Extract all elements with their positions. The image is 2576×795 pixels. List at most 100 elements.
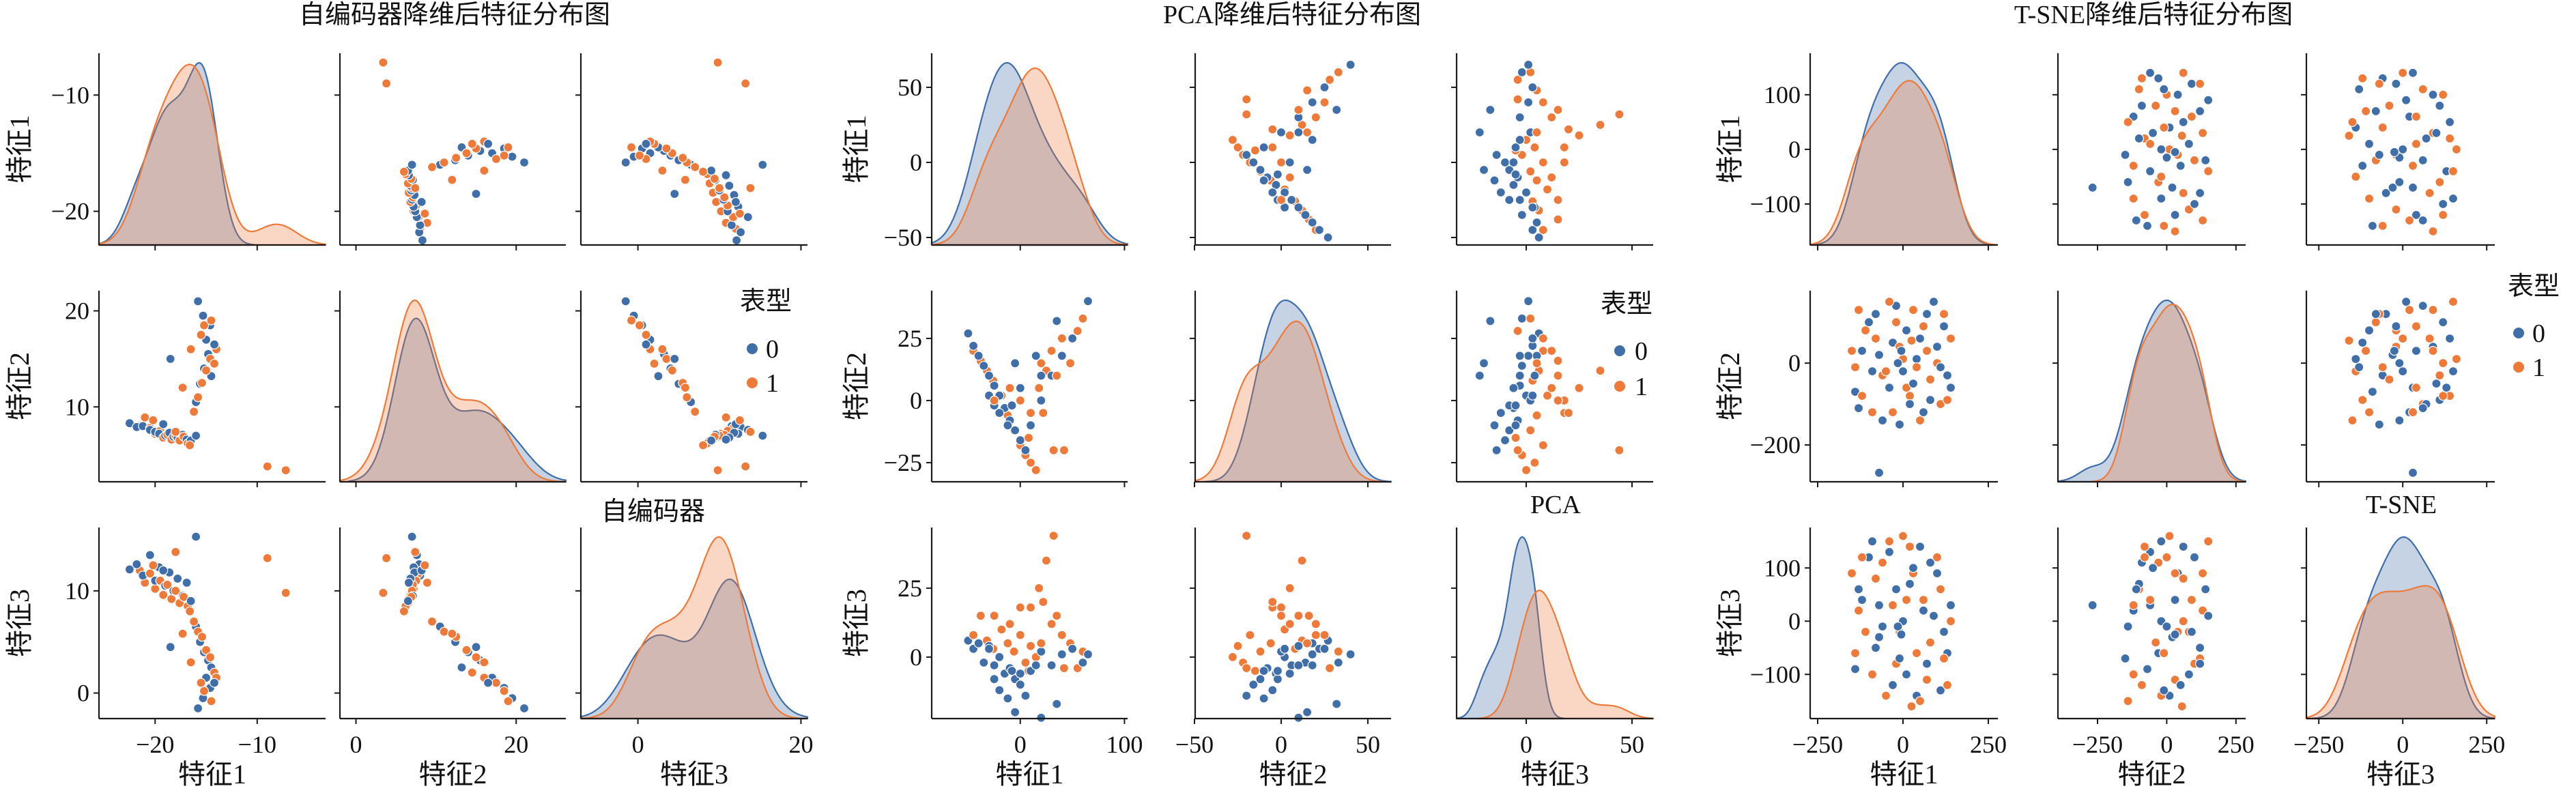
scatter-point-class-1	[2398, 334, 2408, 344]
scatter-point-class-0	[2142, 220, 2153, 231]
scatter-point-class-1	[2435, 370, 2445, 381]
scatter-point-class-1	[1227, 652, 1238, 663]
scatter-point-class-1	[2170, 106, 2180, 116]
kde-curve-class-1	[1194, 320, 1385, 483]
scatter-point-class-0	[2428, 89, 2438, 100]
scatter-point-class-0	[2184, 669, 2194, 680]
scatter-point-class-1	[177, 382, 188, 393]
scatter-point-class-1	[1268, 124, 1278, 134]
scatter-point-class-0	[2364, 139, 2375, 149]
scatter-point-class-1	[167, 594, 177, 604]
scatter-point-class-0	[2381, 188, 2391, 198]
legend-title: 表型	[2508, 272, 2560, 301]
scatter-point-class-1	[2364, 193, 2375, 204]
scatter-point-class-0	[2087, 182, 2098, 192]
scatter-point-class-0	[2203, 611, 2214, 621]
kde-curve-class-1	[1809, 80, 1997, 246]
scatter-point-class-0	[1319, 82, 1330, 93]
y-tick-label: 25	[898, 325, 922, 352]
y-tick-label: −20	[51, 198, 89, 225]
scatter-point-class-0	[758, 431, 768, 441]
scatter-point-class-0	[1523, 296, 1534, 306]
scatter-point-class-1	[1553, 194, 1563, 205]
y-tick-label: 100	[1764, 554, 1801, 581]
x-axis-label: 特征2	[2118, 759, 2186, 790]
kde-panel-2	[1190, 291, 1392, 487]
scatter-point-class-0	[2148, 563, 2158, 573]
x-axis-label: 特征1	[996, 759, 1064, 790]
scatter-point-class-0	[1928, 297, 1939, 307]
scatter-point-class-0	[1523, 351, 1534, 361]
scatter-point-class-1	[1285, 130, 1295, 141]
scatter-point-class-0	[2170, 209, 2180, 220]
chart-title: 自编码器降维后特征分布图	[299, 1, 610, 29]
scatter-point-class-0	[1300, 209, 1311, 220]
scatter-point-class-0	[1850, 664, 1861, 674]
scatter-point-class-0	[2401, 297, 2412, 307]
scatter-point-class-0	[2170, 147, 2180, 157]
scatter-point-class-0	[1893, 358, 1903, 368]
scatter-point-class-1	[678, 153, 688, 163]
scatter-point-class-0	[2201, 584, 2211, 594]
y-tick-label: −100	[1750, 661, 1801, 688]
kde-curve-class-0	[1455, 536, 1564, 720]
scatter-point-class-1	[1906, 701, 1917, 712]
scatter-point-class-0	[1500, 157, 1511, 168]
y-tick-label: 0	[910, 644, 922, 671]
scatter-point-class-0	[1491, 149, 1502, 160]
scatter-point-class-1	[2128, 193, 2138, 204]
x-tick-label: 50	[1620, 731, 1644, 758]
scatter-point-class-0	[1345, 59, 1356, 70]
scatter-point-class-1	[1530, 142, 1540, 153]
scatter-point-class-0	[984, 644, 994, 654]
y-tick-label: 0	[1788, 349, 1801, 377]
scatter-point-class-0	[2170, 629, 2180, 639]
scatter-point-class-0	[1528, 202, 1538, 213]
scatter-point-class-0	[2418, 155, 2428, 165]
x-axis-label: 特征3	[660, 759, 728, 790]
scatter-point-class-0	[1515, 112, 1525, 123]
scatter-point-class-0	[2374, 419, 2384, 430]
scatter-point-class-1	[193, 392, 203, 403]
scatter-point-class-0	[1332, 699, 1342, 709]
scatter-point-class-0	[2401, 95, 2412, 105]
scatter-point-class-0	[979, 360, 989, 371]
scatter-point-class-0	[721, 434, 731, 445]
y-tick-label: 100	[1764, 81, 1801, 109]
scatter-point-class-0	[209, 678, 220, 688]
scatter-point-class-1	[1324, 74, 1335, 85]
scatter-point-class-0	[191, 431, 201, 441]
scatter-panel-1-3	[2301, 53, 2495, 250]
scatter-point-class-1	[1048, 445, 1059, 455]
scatter-point-class-1	[427, 616, 438, 626]
scatter-point-class-1	[2177, 130, 2187, 141]
scatter-point-class-0	[2173, 89, 2183, 100]
kde-curve-class-1	[2305, 585, 2496, 720]
scatter-point-class-0	[1511, 401, 1521, 411]
kde-panel-1: −50 0 50	[884, 53, 1129, 251]
scatter-point-class-0	[1052, 699, 1062, 709]
scatter-point-class-1	[1867, 669, 1878, 680]
scatter-point-class-1	[185, 606, 195, 616]
scatter-point-class-0	[1067, 333, 1078, 343]
scatter-point-class-1	[2377, 220, 2388, 231]
scatter-point-class-0	[2131, 215, 2141, 226]
scatter-point-class-1	[2448, 166, 2459, 176]
scatter-point-class-1	[626, 315, 637, 326]
scatter-point-class-0	[1332, 104, 1342, 115]
scatter-point-class-1	[657, 165, 668, 176]
x-tick-label: 0	[1275, 731, 1287, 758]
kde-curve-class-1	[2091, 303, 2246, 483]
scatter-point-class-1	[1867, 407, 1878, 418]
scatter-point-class-1	[378, 588, 388, 598]
scatter-point-class-0	[1031, 351, 1041, 361]
scatter-panel-3-2: −50 0 50	[1175, 527, 1391, 758]
scatter-point-class-0	[2407, 467, 2418, 478]
x-axis-label: 特征3	[1521, 759, 1589, 790]
legend-label: 1	[2532, 353, 2545, 382]
scatter-point-class-1	[499, 150, 509, 160]
scatter-point-class-0	[2431, 128, 2442, 138]
scatter-point-class-0	[2367, 220, 2377, 231]
scatter-point-class-1	[1242, 94, 1252, 104]
scatter-point-class-1	[1302, 85, 1313, 96]
